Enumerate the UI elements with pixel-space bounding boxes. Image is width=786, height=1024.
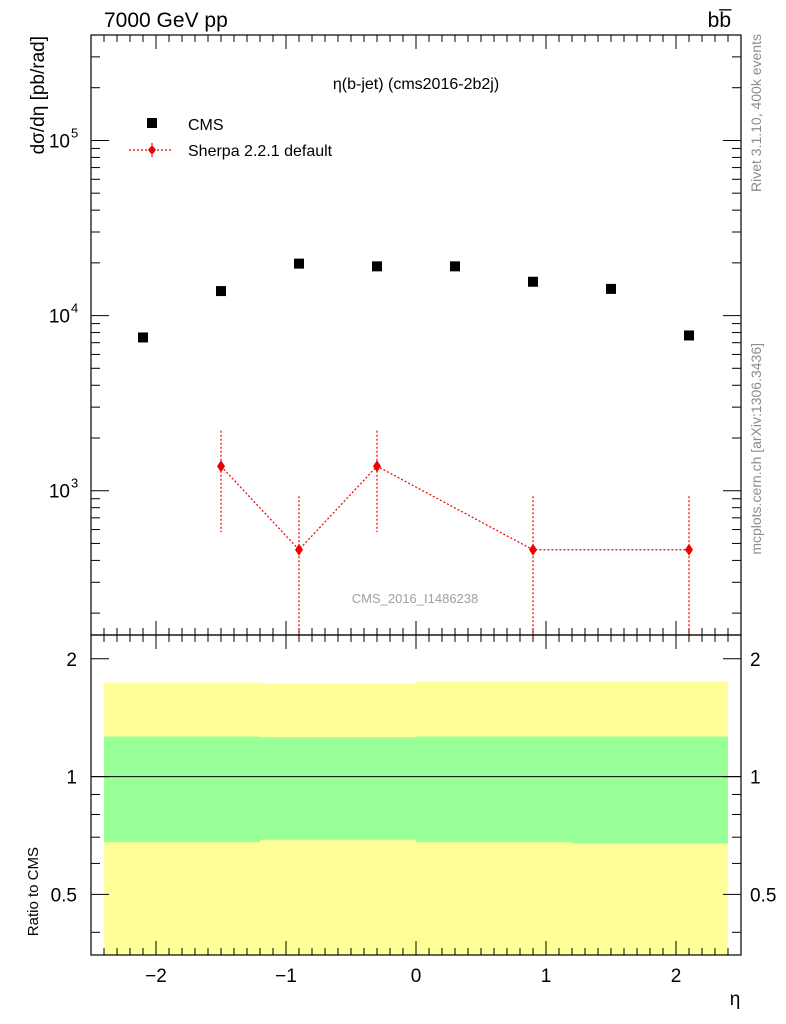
sherpa-point (685, 543, 693, 556)
legend-sherpa-marker (148, 145, 156, 155)
legend-cms-marker (147, 118, 157, 128)
y-tick-label-exponent: 3 (71, 476, 78, 491)
ratio-plot-frame (90, 634, 742, 956)
cms-point (216, 286, 226, 297)
cms-point (372, 261, 382, 272)
cms-point (606, 283, 616, 294)
ratio-y-tick-label-left: 1 (66, 768, 77, 789)
energy-label: 7000 GeV pp (104, 9, 228, 32)
x-tick-label: −1 (275, 966, 297, 987)
process-label: bb̅ (708, 9, 733, 32)
ratio-band-inner-fill-3 (572, 736, 728, 844)
y-axis-label: dσ/dη [pb/rad] (28, 36, 49, 154)
legend-cms-label: CMS (188, 117, 224, 134)
ratio-band-inner-fill-2 (416, 736, 572, 843)
sherpa-point (373, 460, 381, 473)
x-axis-label: η (730, 989, 741, 1010)
watermark-label: CMS_2016_I1486238 (352, 591, 479, 606)
sherpa-point (529, 543, 537, 556)
y-tick-label: 10 (49, 482, 70, 503)
cms-point (138, 332, 148, 343)
mcplots-label: mcplots.cern.ch [arXiv:1306.3436] (748, 343, 764, 555)
ratio-y-tick-label-left: 2 (66, 650, 77, 671)
ratio-band-inner-fill-0 (104, 736, 260, 843)
y-tick-label-exponent: 4 (71, 301, 78, 316)
y-tick-label: 10 (49, 131, 70, 152)
y-tick-label: 10 (49, 307, 70, 328)
y-tick-label-exponent: 5 (71, 125, 78, 140)
ratio-y-tick-label-right: 2 (750, 650, 761, 671)
ratio-band-inner-fill-1 (260, 737, 416, 840)
ratio-y-axis-label: Ratio to CMS (25, 847, 42, 936)
ratio-y-tick-label-right: 0.5 (750, 885, 776, 906)
sherpa-point (295, 543, 303, 556)
legend-sherpa-label: Sherpa 2.2.1 default (188, 143, 333, 160)
legend: CMS Sherpa 2.2.1 default (129, 117, 333, 160)
sherpa-line (220, 465, 689, 551)
x-tick-label: 0 (411, 966, 422, 987)
ratio-y-tick-label-right: 1 (750, 768, 761, 789)
x-tick-label: 1 (541, 966, 552, 987)
cms-point (528, 276, 538, 287)
sherpa-point (217, 460, 225, 473)
cms-point (450, 261, 460, 272)
chart-title: η(b-jet) (cms2016-2b2j) (333, 76, 499, 93)
x-tick-label: 2 (671, 966, 682, 987)
rivet-label: Rivet 3.1.10, 400k events (748, 34, 764, 192)
x-tick-label: −2 (145, 966, 167, 987)
cms-point (294, 258, 304, 269)
ratio-y-tick-label-left: 0.5 (51, 885, 77, 906)
cms-point (684, 330, 694, 341)
